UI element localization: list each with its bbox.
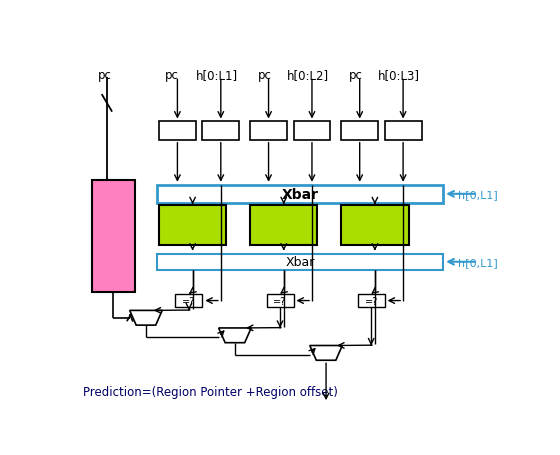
Polygon shape bbox=[218, 328, 251, 343]
Text: Prediction=(Region Pointer +Region offset): Prediction=(Region Pointer +Region offse… bbox=[83, 385, 338, 398]
Text: pc: pc bbox=[349, 69, 362, 82]
Bar bbox=[341, 122, 378, 141]
Text: Xbar: Xbar bbox=[282, 187, 319, 202]
Bar bbox=[293, 122, 330, 141]
Bar bbox=[157, 254, 444, 270]
Text: =?: =? bbox=[365, 296, 378, 306]
Bar bbox=[385, 122, 422, 141]
Text: h[0,L1]: h[0,L1] bbox=[459, 258, 498, 268]
Text: pc: pc bbox=[258, 69, 272, 82]
Text: pc: pc bbox=[98, 69, 111, 82]
Bar bbox=[250, 122, 287, 141]
Text: h[0:L3]: h[0:L3] bbox=[378, 69, 420, 82]
Text: =?: =? bbox=[273, 296, 287, 306]
Text: =?: =? bbox=[183, 296, 195, 306]
Polygon shape bbox=[130, 311, 162, 325]
Text: pc: pc bbox=[165, 69, 179, 82]
Text: Xbar: Xbar bbox=[286, 256, 315, 268]
Bar bbox=[267, 294, 293, 308]
Text: h[0:L1]: h[0:L1] bbox=[195, 69, 238, 82]
Bar bbox=[175, 294, 202, 308]
Bar bbox=[159, 205, 226, 246]
Bar bbox=[358, 294, 385, 308]
Bar bbox=[250, 205, 318, 246]
Bar bbox=[202, 122, 239, 141]
Bar bbox=[92, 181, 135, 293]
Bar bbox=[157, 185, 444, 203]
Bar bbox=[341, 205, 408, 246]
Bar bbox=[159, 122, 196, 141]
Polygon shape bbox=[310, 346, 342, 360]
Text: h[0:L2]: h[0:L2] bbox=[287, 69, 329, 82]
Text: h[0,L1]: h[0,L1] bbox=[459, 189, 498, 199]
